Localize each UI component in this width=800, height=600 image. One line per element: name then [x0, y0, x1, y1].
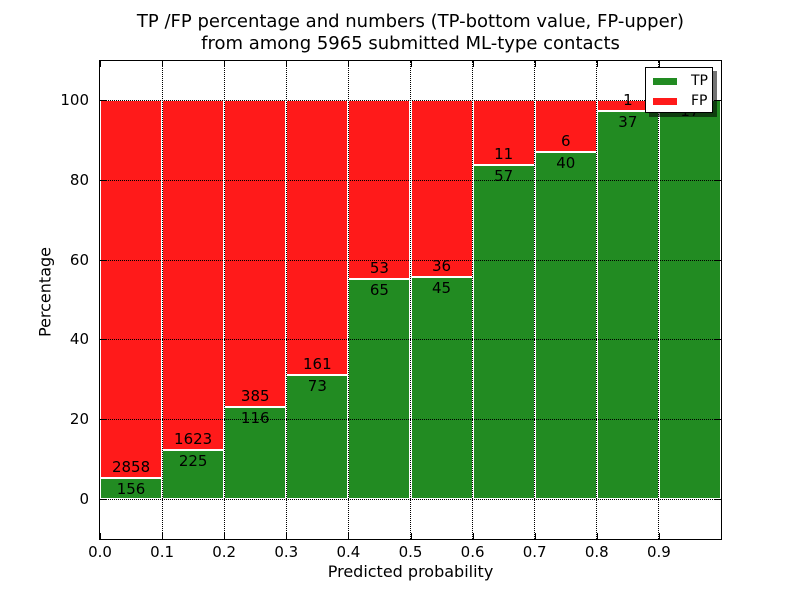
x-tick-label: 0.8: [584, 543, 609, 561]
x-tick-mark: [534, 533, 536, 539]
y-tick-mark: [715, 419, 721, 421]
bar-count-label-fp: 1: [623, 90, 633, 109]
y-tick-mark: [100, 100, 106, 101]
legend-row-tp: TP: [653, 71, 708, 91]
x-tick-mark: [286, 61, 288, 67]
bar-count-label-tp: 73: [307, 376, 327, 395]
x-tick-label: 0.7: [522, 543, 547, 561]
x-tick-mark: [658, 61, 660, 67]
y-tick-mark: [100, 419, 106, 421]
bar-count-label-fp: 11: [494, 144, 514, 163]
x-tick-label: 0.5: [398, 543, 423, 561]
bar-segment-tp: [224, 406, 287, 499]
bar-count-label-tp: 37: [618, 112, 638, 131]
x-tick-label: 0.6: [460, 543, 485, 561]
bar-count-label-fp: 1623: [174, 430, 213, 449]
bar-segment-tp: [410, 277, 473, 499]
x-tick-mark: [100, 533, 101, 539]
x-tick-mark: [410, 61, 412, 67]
x-tick-mark: [162, 61, 164, 67]
bar-segment-fp: [534, 100, 597, 153]
fp-swatch-icon: [653, 97, 677, 105]
x-tick-label: 0.9: [646, 543, 671, 561]
bar-segment-tp: [348, 279, 411, 499]
bar-segment-fp: [286, 100, 349, 375]
x-tick-mark: [100, 61, 101, 67]
x-tick-label: 0.1: [150, 543, 175, 561]
x-tick-mark: [472, 61, 474, 67]
bar-count-label-fp: 385: [240, 386, 270, 405]
bar-count-label-tp: 225: [178, 452, 208, 471]
bar-count-label-tp: 116: [240, 408, 270, 427]
bar-segment-tp: [472, 164, 535, 499]
y-tick-label: 80: [69, 170, 89, 189]
x-tick-label: 0.2: [212, 543, 237, 561]
y-tick-label: 0: [79, 490, 89, 508]
plot-area: 156 2858 225 1623 116 385 73 161 65 53 45 36 57 11 40 6…: [99, 60, 722, 540]
y-tick-label: 100: [60, 91, 89, 109]
bar-segment-fp: [100, 100, 163, 479]
bar-segment-tp: [162, 450, 225, 499]
y-tick-mark: [100, 179, 106, 181]
bar-count-label-fp: 36: [432, 257, 452, 276]
bar-count-label-fp: 2858: [111, 458, 151, 477]
y-tick-mark: [715, 259, 721, 261]
bar-count-label-tp: 65: [369, 281, 389, 300]
x-tick-mark: [224, 61, 226, 67]
bar-segment-tp: [286, 374, 349, 499]
bar-count-label-fp: 161: [303, 354, 332, 373]
bar-segment-fp: [410, 100, 473, 278]
bar-count-label-fp: 6: [560, 132, 571, 151]
x-axis-label: Predicted probability: [327, 562, 494, 581]
bar-segment-fp: [162, 100, 225, 451]
y-tick-label: 40: [69, 330, 89, 349]
x-tick-label: 0.4: [336, 543, 361, 561]
y-tick-label: 20: [69, 410, 89, 429]
y-tick-mark: [715, 339, 721, 341]
bar-segment-fp: [348, 100, 411, 280]
x-tick-mark: [596, 61, 598, 67]
bar-count-label-fp: 53: [369, 259, 389, 278]
y-tick-mark: [715, 100, 721, 101]
bar-count-label-tp: 57: [494, 166, 514, 185]
chart-title-line-1: TP /FP percentage and numbers (TP-bottom…: [136, 11, 685, 32]
x-tick-mark: [534, 61, 536, 67]
x-tick-label: 0.3: [274, 543, 299, 561]
legend: TP FP: [645, 67, 713, 113]
y-tick-mark: [100, 499, 106, 500]
bar-segment-tp: [100, 478, 163, 499]
tp-swatch-icon: [653, 77, 677, 85]
y-tick-mark: [715, 179, 721, 181]
x-tick-mark: [410, 533, 412, 539]
bar-count-label-tp: 40: [556, 154, 576, 173]
bar-segment-fp: [224, 100, 287, 407]
legend-row-fp: FP: [653, 91, 708, 111]
h-gridline: [100, 499, 721, 500]
x-tick-mark: [224, 533, 226, 539]
y-tick-mark: [715, 499, 721, 500]
chart-title: TP /FP percentage and numbers (TP-bottom…: [99, 11, 722, 55]
chart-title-line-2: from among 5965 submitted ML-type contac…: [201, 33, 620, 54]
bar-segment-tp: [596, 110, 659, 499]
y-tick-mark: [100, 339, 106, 341]
legend-label-tp: TP: [691, 73, 708, 89]
x-tick-mark: [596, 533, 598, 539]
bar-segment-tp: [658, 100, 721, 499]
x-tick-mark: [348, 61, 350, 67]
x-tick-mark: [286, 533, 288, 539]
y-tick-label: 60: [69, 250, 89, 269]
x-tick-mark: [472, 533, 474, 539]
legend-label-fp: FP: [691, 93, 708, 109]
x-tick-mark: [348, 533, 350, 539]
bar-count-label-tp: 45: [432, 279, 452, 298]
x-tick-label: 0.0: [88, 543, 112, 561]
x-tick-mark: [162, 533, 164, 539]
bar-count-label-tp: 156: [116, 480, 146, 499]
x-tick-mark: [658, 533, 660, 539]
bar-segment-tp: [534, 152, 597, 499]
bar-segment-fp: [472, 100, 535, 165]
y-tick-mark: [100, 259, 106, 261]
